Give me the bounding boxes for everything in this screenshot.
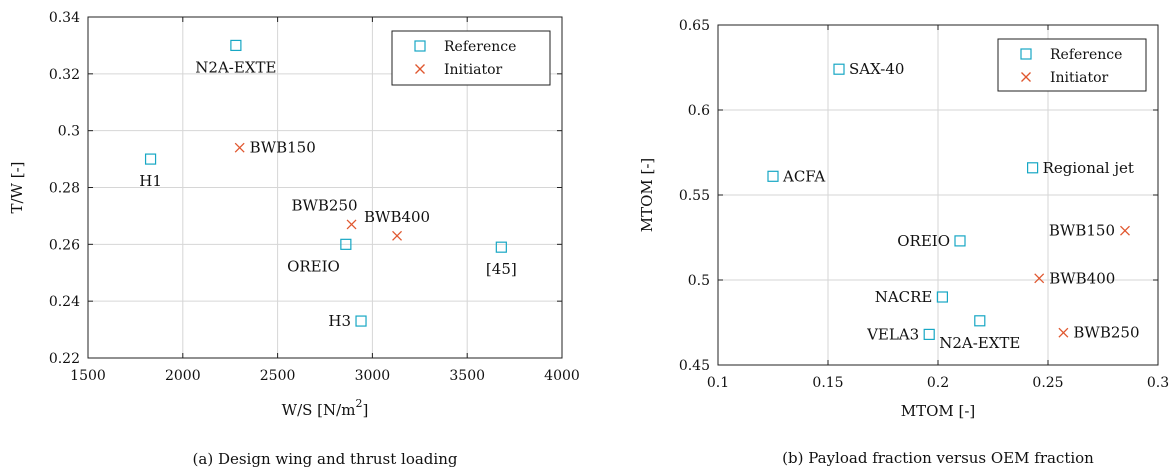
chart-a-legend-initiator-marker <box>415 64 425 74</box>
chart-a-reference-point <box>144 153 157 165</box>
chart-a-point-label: [45] <box>486 260 517 278</box>
chart-a-initiator-point <box>392 230 403 241</box>
chart-b-legend-initiator-marker <box>1021 72 1031 82</box>
chart-b-point-label: NACRE <box>875 288 933 306</box>
chart-a-legend-initiator-label: Initiator <box>444 62 503 78</box>
chart-a-x-tick-label: 2500 <box>260 368 296 384</box>
chart-a-y-tick-label: 0.22 <box>49 351 80 367</box>
chart-b-legend: Reference Initiator <box>997 38 1147 92</box>
chart-b-point-label: SAX-40 <box>849 60 904 78</box>
chart-a-legend: Reference Initiator <box>391 30 551 86</box>
chart-b-reference-point <box>767 170 779 182</box>
chart-a: 1500 2000 2500 3000 3500 4000 0.22 0.24 0.26 0.28… <box>8 10 580 468</box>
chart-a-reference-point <box>340 238 352 250</box>
chart-a-legend-reference-marker <box>414 40 426 52</box>
chart-a-initiator-point <box>234 142 245 153</box>
chart-a-x-tick-label: 2000 <box>165 368 201 384</box>
chart-a-y-axis-label: T/W [-] <box>8 161 26 213</box>
chart-b-reference-point <box>954 235 966 247</box>
chart-b-y-tick-label: 0.6 <box>688 103 710 119</box>
chart-a-reference-point <box>230 39 242 52</box>
chart-a-point-label: BWB250 <box>291 196 357 214</box>
chart-b-x-tick-label: 0.1 <box>707 375 729 391</box>
chart-b-reference-point <box>936 291 949 303</box>
chart-b-x-tick-label: 0.2 <box>927 375 949 391</box>
chart-b-x-tick-label: 0.15 <box>812 375 843 391</box>
chart-b-x-axis-label: MTOM [-] <box>901 402 976 420</box>
chart-b-y-tick-label: 0.55 <box>679 188 710 204</box>
chart-a-legend-reference-label: Reference <box>444 39 516 55</box>
chart-a-y-tick-label: 0.26 <box>49 237 80 253</box>
chart-b-x-tick-label: 0.3 <box>1147 375 1169 391</box>
chart-a-caption: (a) Design wing and thrust loading <box>193 450 458 468</box>
chart-b-point-label: VELA3 <box>866 325 919 343</box>
chart-b-x-tick-label: 0.25 <box>1032 375 1063 391</box>
chart-b-point-label: ACFA <box>782 167 825 185</box>
chart-b-initiator-point <box>1034 273 1045 284</box>
chart-a-x-tick-label: 4000 <box>544 368 580 384</box>
chart-a-point-label: OREIO <box>287 257 340 275</box>
chart-b-y-axis-label: MTOM [-] <box>638 158 656 233</box>
chart-b-reference-point <box>833 63 845 75</box>
chart-a-initiator-point <box>346 219 357 230</box>
chart-b-legend-reference-marker <box>1020 48 1032 60</box>
chart-a-point-label: BWB150 <box>250 139 316 157</box>
chart-b-reference-point <box>1026 162 1039 174</box>
chart-a-point-label: BWB400 <box>364 208 430 226</box>
chart-a-y-tick-label: 0.28 <box>49 181 80 197</box>
chart-b-legend-box <box>997 38 1147 92</box>
chart-a-y-tick-label: 0.3 <box>58 124 80 140</box>
chart-a-x-tick-label: 1500 <box>70 368 106 384</box>
chart-a-point-label: H3 <box>328 312 351 330</box>
chart-b-reference-point <box>923 328 935 340</box>
chart-a-reference-point <box>355 315 367 327</box>
chart-b-y-tick-label: 0.45 <box>679 358 710 374</box>
chart-b-point-label: BWB400 <box>1049 269 1115 287</box>
chart-b-y-tick-label: 0.5 <box>688 273 710 289</box>
chart-b-initiator-point <box>1058 327 1069 338</box>
chart-a-x-axis-label: W/S [N/m2] <box>282 397 369 419</box>
chart-a-point-label: N2A-EXTE <box>195 58 276 76</box>
chart-b: 0.1 0.15 0.2 0.25 0.3 0.45 0.5 0.55 0.6 0.65 SAX-… <box>638 18 1169 467</box>
chart-a-legend-box <box>391 30 551 86</box>
chart-b-caption: (b) Payload fraction versus OEM fraction <box>782 449 1094 467</box>
chart-b-point-label: N2A-EXTE <box>939 334 1020 352</box>
chart-a-y-tick-label: 0.34 <box>49 10 80 26</box>
chart-a-y-tick-label: 0.32 <box>49 67 80 83</box>
chart-b-initiator-point <box>1120 225 1130 236</box>
chart-b-point-label: BWB250 <box>1073 324 1139 342</box>
chart-a-y-tick-label: 0.24 <box>49 294 80 310</box>
chart-a-x-tick-label: 3500 <box>449 368 485 384</box>
chart-a-point-label: H1 <box>139 172 162 190</box>
chart-a-x-tick-label: 3000 <box>355 368 391 384</box>
chart-b-legend-initiator-label: Initiator <box>1050 70 1109 86</box>
chart-b-point-label: Regional jet <box>1043 159 1134 177</box>
chart-b-legend-reference-label: Reference <box>1050 47 1122 63</box>
chart-b-point-label: OREIO <box>897 232 950 250</box>
chart-b-reference-point <box>974 315 986 327</box>
chart-b-point-label: BWB150 <box>1049 222 1115 240</box>
chart-a-reference-point <box>495 241 507 253</box>
chart-b-y-tick-label: 0.65 <box>679 18 710 34</box>
